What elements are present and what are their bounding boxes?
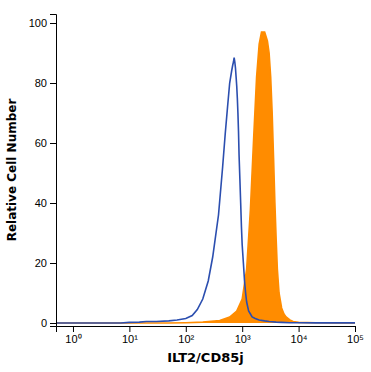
tick-mark xyxy=(50,23,56,24)
tick-label: 80 xyxy=(35,77,47,89)
tick: 100 xyxy=(29,17,56,29)
tick-label: 10⁴ xyxy=(291,333,308,345)
tick-mark xyxy=(50,203,56,204)
y-axis-title: Relative Cell Number xyxy=(5,99,19,242)
tick-label: 10³ xyxy=(235,333,251,345)
axis-line xyxy=(50,15,57,327)
tick: 10⁴ xyxy=(291,326,308,345)
x-axis-title: ILT2/CD85j xyxy=(167,350,244,365)
tick-label: 60 xyxy=(35,137,47,149)
tick: 10⁵ xyxy=(347,326,364,345)
tick-mark xyxy=(129,326,130,332)
tick-label: 20 xyxy=(35,257,47,269)
tick-mark xyxy=(299,326,300,332)
tick: 10¹ xyxy=(122,326,138,345)
tick-label: 10⁰ xyxy=(65,333,81,345)
tick: 10⁰ xyxy=(65,326,81,345)
chart: 10⁰ 10¹ 10² 10³ 10⁴ 10⁵ 0 20 40 60 80 100 ILT2/CD85j… xyxy=(0,0,371,372)
x-axis: 10⁰ 10¹ 10² 10³ 10⁴ 10⁵ xyxy=(57,326,364,345)
line xyxy=(56,32,355,323)
tick-label: 40 xyxy=(35,197,47,209)
line xyxy=(56,58,355,324)
marks xyxy=(56,32,355,323)
tick: 80 xyxy=(35,77,56,89)
tick: 40 xyxy=(35,197,56,209)
tick: 10³ xyxy=(235,326,251,345)
tick: 10² xyxy=(178,326,194,345)
axis-line xyxy=(57,327,356,333)
tick: 60 xyxy=(35,137,56,149)
y-axis: 0 20 40 60 80 100 xyxy=(29,15,57,330)
area xyxy=(56,32,355,323)
tick: 20 xyxy=(35,257,56,269)
tick-label: 10² xyxy=(178,333,194,345)
tick-mark xyxy=(73,326,74,332)
tick-mark xyxy=(242,326,243,332)
tick-mark xyxy=(186,326,187,332)
tick-mark xyxy=(50,263,56,264)
tick-mark xyxy=(355,326,356,332)
tick: 0 xyxy=(41,317,56,329)
plot: 10⁰ 10¹ 10² 10³ 10⁴ 10⁵ 0 20 40 60 80 100 xyxy=(29,15,364,345)
tick-label: 10¹ xyxy=(122,333,138,345)
tick-mark xyxy=(50,323,56,324)
tick-mark xyxy=(50,143,56,144)
tick-label: 0 xyxy=(41,317,47,329)
tick-label: 100 xyxy=(29,17,47,29)
tick-mark xyxy=(50,83,56,84)
tick-label: 10⁵ xyxy=(347,333,364,345)
